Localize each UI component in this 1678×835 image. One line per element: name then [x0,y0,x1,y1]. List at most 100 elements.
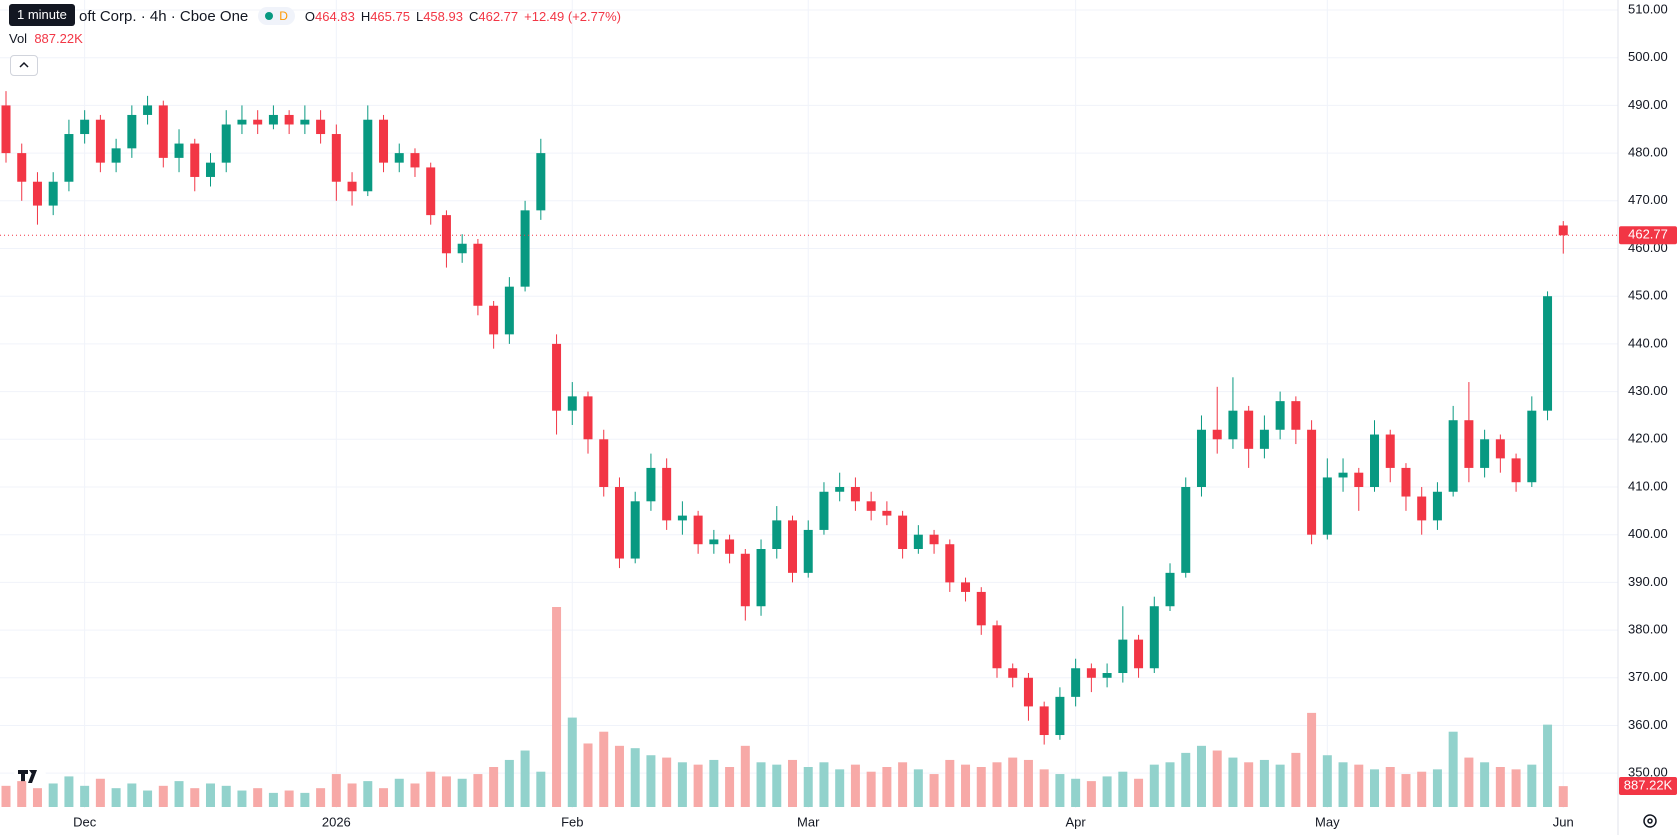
badge-text: D [279,9,288,23]
volume-value: 887.22K [34,31,83,46]
candle-body [221,124,231,163]
volume-bar [1527,764,1537,807]
volume-bar [819,762,829,807]
candle-body [850,486,860,502]
y-tick-label: 490.00 [1628,97,1668,112]
candle-body [1495,439,1505,459]
y-tick-label: 500.00 [1628,49,1668,64]
y-tick-label: 350.00 [1628,765,1668,780]
candle-body [1464,420,1474,468]
candle-body [1448,420,1458,492]
candle-body [237,119,247,125]
volume-bar [567,717,577,807]
last-price-label: 462.77 [1628,227,1668,242]
y-tick-label: 510.00 [1628,1,1668,16]
candle-body [284,114,294,125]
volume-bar [1432,769,1442,807]
volume-bar [961,764,971,807]
volume-bar [426,771,436,807]
volume-bar [1134,778,1144,807]
candle-body [819,491,829,530]
candle-body [441,215,451,254]
volume-bar [1196,745,1206,807]
volume-legend: Vol 887.22K [9,31,83,46]
volume-bar [850,764,860,807]
candle-body [552,343,562,411]
ohlc-label: H [360,8,371,24]
symbol-title: oft Corp. · 4h · Cboe One [79,7,249,25]
candle-body [1102,673,1112,678]
candle-body [1023,677,1033,707]
volume-bar [410,783,420,807]
y-tick-label: 380.00 [1628,622,1668,637]
candle-body [536,153,546,211]
candle-body [32,181,42,206]
volume-bar [379,788,389,807]
candle-body [693,515,703,545]
volume-bar [898,762,908,807]
volume-bar [725,767,735,807]
volume-bar [1417,771,1427,807]
volume-bar [441,776,451,807]
tooltip: 1 minute [9,4,75,26]
candle-body [772,520,782,550]
volume-bar [347,783,357,807]
candle-body [646,467,656,502]
volume-bar [1307,712,1317,807]
volume-bar [111,788,121,807]
candle-body [1134,639,1144,669]
candle-body [913,534,923,550]
y-tick-label: 480.00 [1628,145,1668,160]
volume-bar [1385,767,1395,807]
y-tick-label: 390.00 [1628,574,1668,589]
volume-bar [1181,752,1191,807]
volume-bar [1291,752,1301,807]
y-tick-label: 410.00 [1628,478,1668,493]
volume-bar [80,785,90,807]
candle-body [1354,472,1364,487]
status-badge: D [258,7,295,25]
candle-body [1480,439,1490,468]
candle-body [158,105,168,158]
volume-bar [284,790,294,807]
candle-body [520,210,530,287]
legend-header: oft Corp. · 4h · Cboe One D O464.83 H465… [9,4,627,28]
candle-body [253,119,263,125]
candle-body [1039,706,1049,736]
volume-bar [363,781,373,807]
volume-tag-label: 887.22K [1624,777,1673,792]
x-tick-label: Jun [1553,814,1574,829]
candle-body [898,515,908,550]
volume-bar [1086,781,1096,807]
candle-body [331,134,341,182]
candle-body [740,553,750,607]
volume-bar [457,778,467,807]
volume-bar [300,792,310,807]
candle-body [80,119,90,135]
ohlc-label: L [415,8,424,24]
candle-body [1181,486,1191,573]
candle-body [614,486,624,559]
y-tick-label: 370.00 [1628,669,1668,684]
collapse-button[interactable] [10,55,38,76]
candle-body [17,153,27,182]
volume-bar [803,767,813,807]
candle-body [1008,668,1018,678]
candle-body [1228,410,1238,440]
volume-bar [127,783,137,807]
candle-body [48,181,58,206]
candle-body [1275,401,1285,430]
volume-bar [1338,762,1348,807]
volume-bar [1102,776,1112,807]
ohlc-value: 465.75 [370,8,410,24]
volume-bar [992,762,1002,807]
volume-bar [1259,759,1269,807]
settings-icon[interactable] [1643,814,1657,828]
candle-body [379,119,389,163]
change: +12.49 (+2.77%) [524,8,621,24]
y-tick-label: 360.00 [1628,717,1668,732]
volume-bar [1558,786,1568,807]
y-tick-label: 400.00 [1628,526,1668,541]
candle-body [410,153,420,168]
